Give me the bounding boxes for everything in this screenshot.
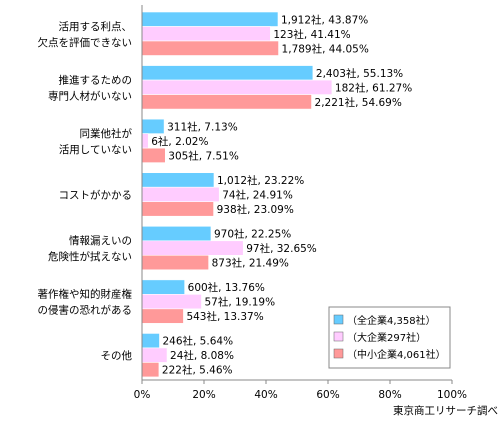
bar [141, 26, 271, 42]
legend-label: （中小企業4,061社） [347, 348, 446, 361]
x-tick-label: 0% [134, 389, 151, 401]
bar [141, 65, 314, 81]
bar [141, 147, 166, 163]
bar [141, 172, 215, 188]
category-label: 推進するための [59, 73, 133, 86]
category-label: その他 [101, 349, 133, 362]
data-label: 123社, 41.41% [273, 28, 350, 41]
data-label: 311社, 7.13% [167, 120, 238, 133]
data-label: 6社, 2.02% [151, 135, 208, 148]
data-label: 2,403社, 55.13% [316, 67, 403, 80]
bar [141, 201, 214, 217]
data-label: 97社, 32.65% [246, 242, 317, 255]
bar [141, 308, 184, 324]
bar [141, 333, 160, 349]
category-label: 欠点を評価できない [38, 36, 133, 49]
data-label: 600社, 13.76% [188, 281, 265, 294]
bar [141, 225, 212, 242]
data-label: 543社, 13.37% [186, 310, 263, 323]
bar [141, 133, 149, 149]
data-label: 182社, 61.27% [335, 81, 412, 94]
category-label: 情報漏えいの [69, 234, 132, 247]
data-label: 305社, 7.51% [168, 149, 239, 162]
bar [141, 362, 160, 378]
source-note: 東京商工リサーチ調べ [393, 404, 498, 417]
data-label: 246社, 5.64% [162, 335, 233, 348]
data-label: 970社, 22.25% [214, 228, 291, 241]
category-label: 活用していない [59, 144, 132, 156]
data-label: 1,912社, 43.87% [281, 13, 368, 26]
category-label: 危険性が拭えない [48, 250, 132, 263]
data-label: 2,221社, 54.69% [315, 96, 402, 109]
category-label: の侵害の恐れがある [38, 304, 133, 317]
x-tick-label: 80% [378, 389, 401, 401]
category-label: 同業他社が [80, 127, 133, 140]
bar [141, 240, 244, 256]
legend-box [328, 306, 451, 369]
data-label: 24社, 8.08% [170, 349, 234, 362]
legend-swatch [333, 348, 344, 359]
category-label: 専門人材がいない [48, 89, 132, 102]
data-label: 873社, 21.49% [212, 257, 289, 270]
bar [141, 294, 202, 310]
category-label: 著作権や知的財産権 [38, 288, 133, 301]
category-label: 活用する利点、 [59, 21, 133, 33]
category-label: コストがかかる [59, 188, 133, 201]
legend-label: （大企業297社） [347, 331, 426, 344]
bar [141, 186, 220, 203]
x-tick-label: 20% [192, 389, 215, 401]
bar [141, 254, 209, 271]
data-label: 1,012社, 23.22% [217, 174, 304, 187]
bar [141, 118, 165, 134]
bar [141, 40, 279, 56]
data-label: 1,789社, 44.05% [282, 42, 369, 55]
data-label: 57社, 19.19% [204, 296, 275, 309]
x-tick-label: 60% [316, 389, 339, 401]
data-label: 74社, 24.91% [222, 188, 293, 201]
bar [141, 279, 185, 295]
bar [141, 347, 168, 363]
legend-label: （全企業4,358社） [347, 314, 436, 327]
data-label: 938社, 23.09% [217, 203, 294, 216]
x-tick-label: 40% [254, 389, 277, 401]
data-label: 222社, 5.46% [162, 364, 233, 377]
legend-swatch [333, 331, 344, 342]
legend-swatch [333, 314, 344, 325]
x-tick-label: 100% [437, 389, 467, 401]
bar [141, 79, 333, 95]
bar [141, 94, 312, 110]
bar [141, 11, 279, 27]
